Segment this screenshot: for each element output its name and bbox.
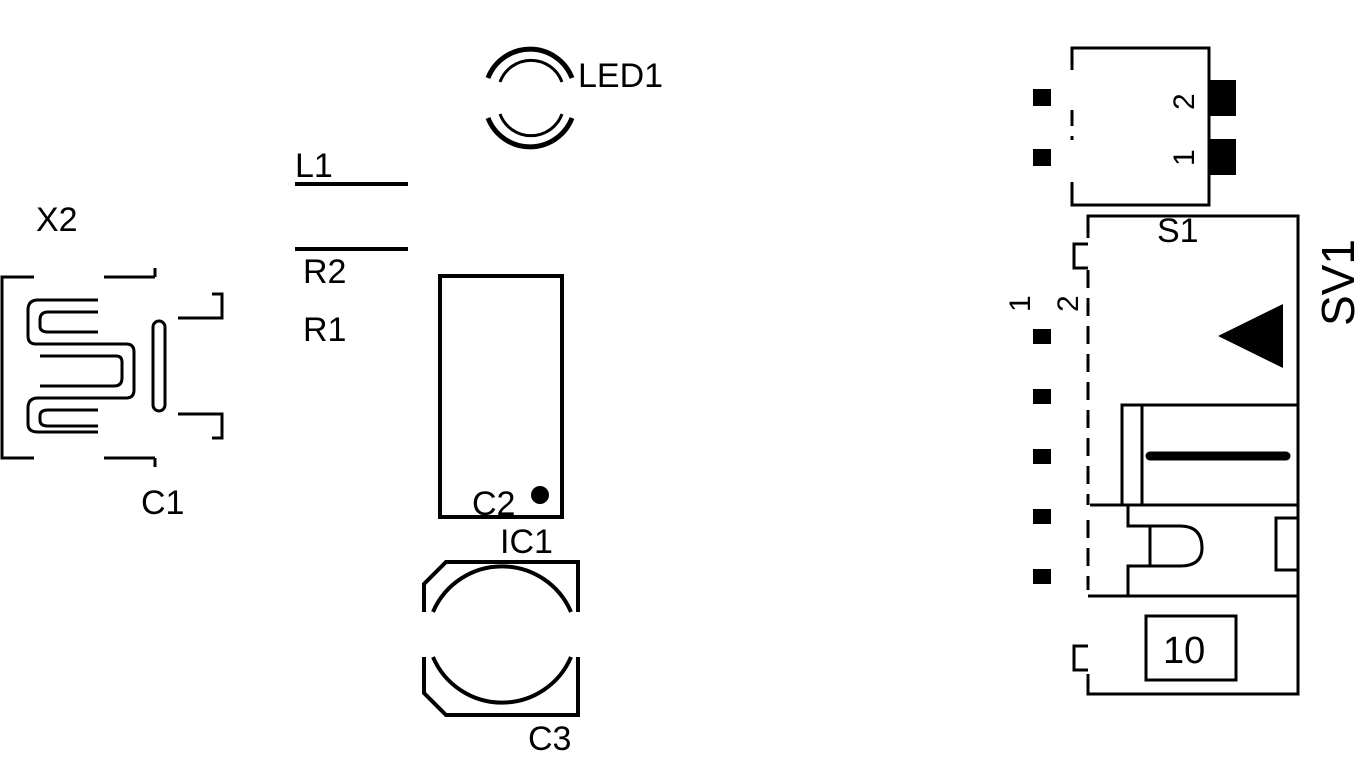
sv1-pin-label-1: 1 bbox=[1004, 295, 1037, 312]
switch-s1 bbox=[1033, 46, 1236, 207]
led-led1 bbox=[485, 46, 575, 150]
sv1-pin1-triangle bbox=[1218, 304, 1283, 368]
label-x2: X2 bbox=[36, 201, 78, 239]
header-sv1 bbox=[1033, 214, 1300, 696]
label-s1: S1 bbox=[1157, 212, 1199, 250]
label-c3: C3 bbox=[528, 720, 571, 758]
capacitor-c3 bbox=[422, 560, 580, 717]
sv1-value-box bbox=[1144, 614, 1238, 682]
sv1-pin-label-2: 2 bbox=[1052, 295, 1085, 312]
sv1-pad bbox=[1033, 569, 1051, 584]
sv1-value: 10 bbox=[1163, 630, 1205, 672]
sv1-pad bbox=[1033, 509, 1051, 524]
s1-pin-label-1: 1 bbox=[1168, 149, 1201, 166]
ic1-outline bbox=[438, 274, 564, 519]
label-r2: R2 bbox=[303, 253, 346, 291]
s1-pin-label-2: 2 bbox=[1168, 93, 1201, 110]
label-c2: C2 bbox=[472, 485, 515, 523]
s1-actuator-2 bbox=[1209, 80, 1236, 116]
ic1-pin1-marker bbox=[531, 486, 549, 504]
s1-pad-1 bbox=[1033, 149, 1051, 166]
s1-actuator-1 bbox=[1209, 139, 1236, 175]
sv1-pad bbox=[1033, 449, 1051, 464]
label-c1: C1 bbox=[141, 484, 184, 522]
label-r1: R1 bbox=[303, 311, 346, 349]
label-ic1: IC1 bbox=[500, 523, 553, 561]
s1-pad-2 bbox=[1033, 89, 1051, 106]
label-l1: L1 bbox=[295, 147, 333, 185]
usb-connector-x2 bbox=[0, 268, 224, 467]
label-sv1: SV1 bbox=[1312, 239, 1364, 326]
label-led1: LED1 bbox=[578, 57, 663, 95]
sv1-pad bbox=[1033, 389, 1051, 404]
sv1-pad bbox=[1033, 329, 1051, 344]
